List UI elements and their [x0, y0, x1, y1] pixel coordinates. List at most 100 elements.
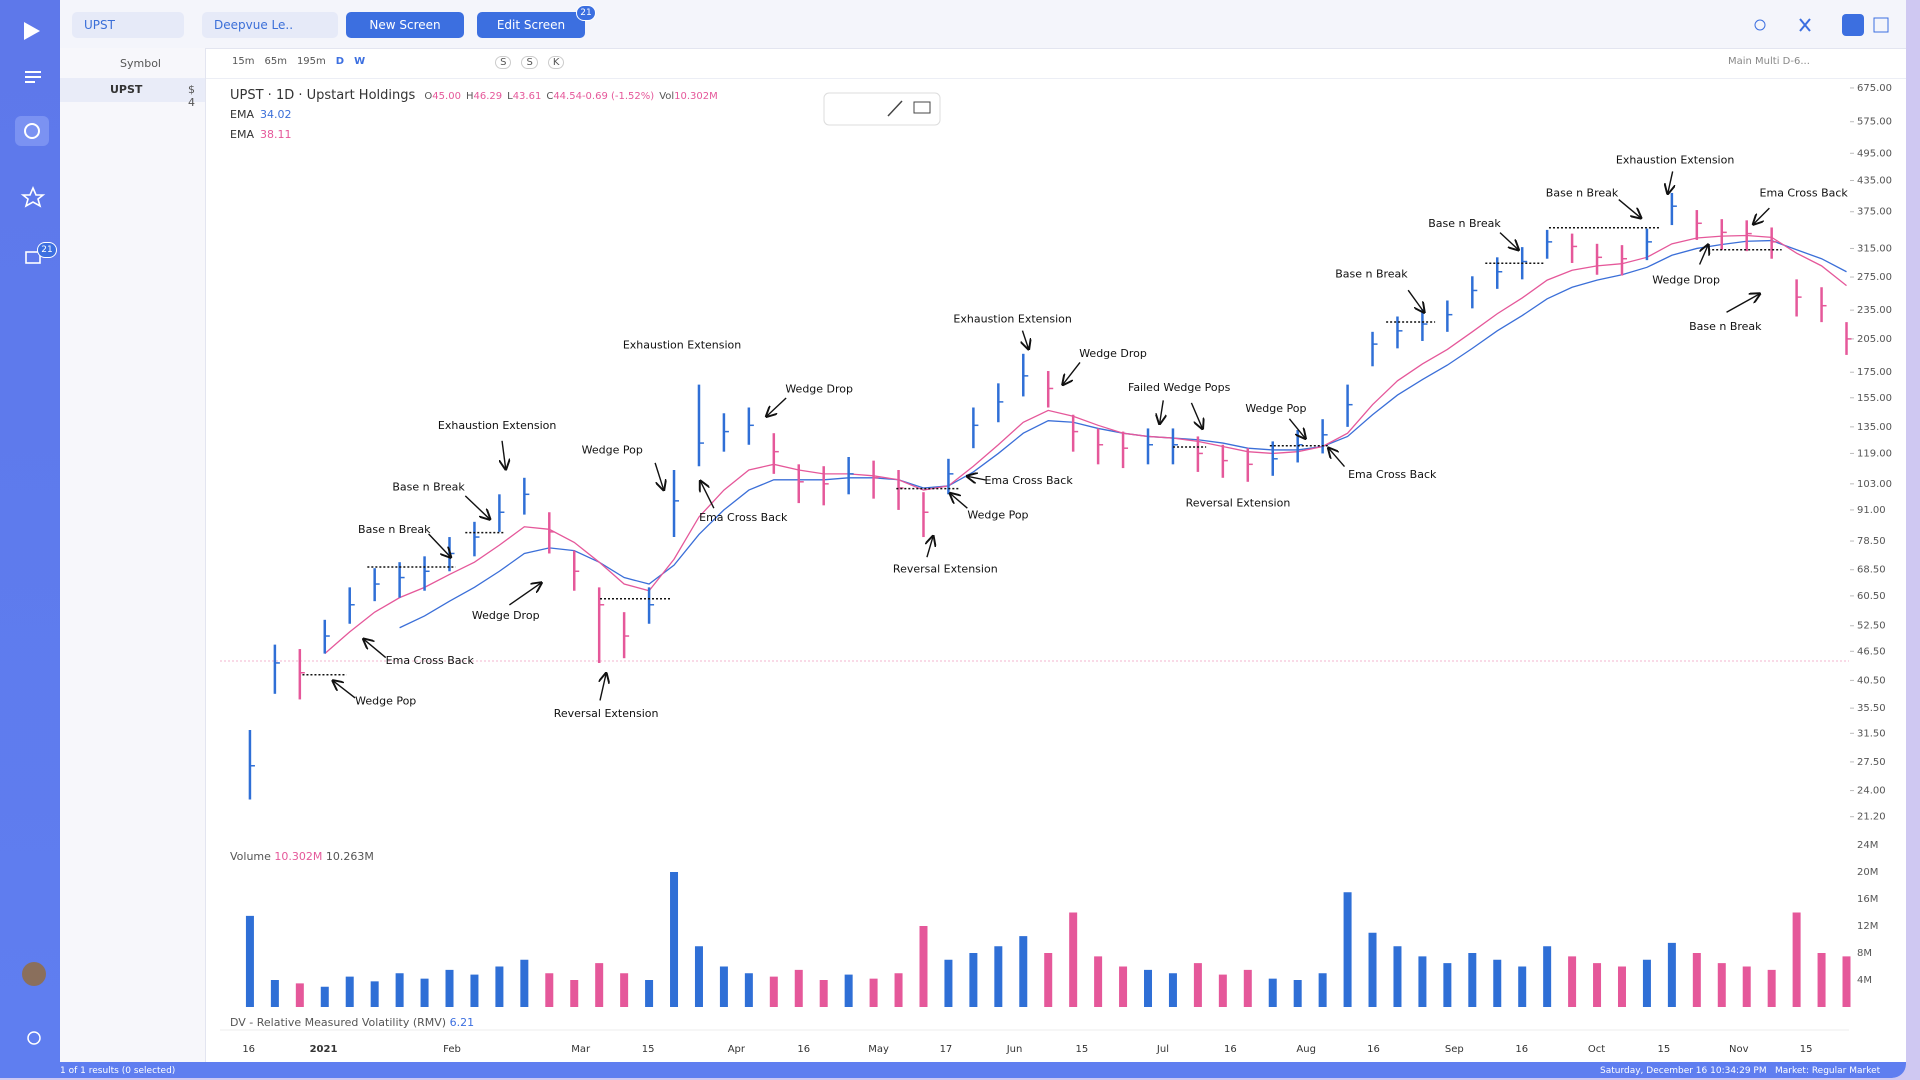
volume-bar: [1767, 969, 1776, 1007]
annotation: Failed Wedge Pops: [1128, 381, 1231, 394]
watchlist-row[interactable]: UPST $ 4: [60, 78, 205, 109]
active-nav[interactable]: [15, 116, 49, 146]
toolbar-row: 15m 65m 195m D W S S K: [232, 56, 565, 69]
y-tick-label: 135.00: [1857, 422, 1892, 433]
avatar[interactable]: [22, 962, 46, 986]
volume-bar: [744, 973, 753, 1007]
x-icon[interactable]: [1799, 18, 1811, 32]
x-tick-label: 16: [242, 1044, 255, 1055]
list-view[interactable]: [1842, 14, 1864, 36]
stat-name: Vol: [659, 91, 675, 102]
x-tick-label: Jul: [1156, 1044, 1169, 1055]
y-tick-label: 315.00: [1857, 243, 1892, 254]
new-screen-button[interactable]: New Screen: [346, 12, 464, 38]
watchlist-header[interactable]: Symbol: [120, 57, 161, 70]
annotation: Exhaustion Extension: [1616, 153, 1734, 166]
y-tick-label: 205.00: [1857, 334, 1892, 345]
edit-screen-button[interactable]: Edit Screen: [477, 12, 585, 38]
share-icon[interactable]: [1754, 19, 1766, 31]
annotation-arrow: [464, 495, 489, 519]
interval-button[interactable]: 195m: [296, 56, 326, 67]
x-tick-label: 15: [1076, 1044, 1089, 1055]
volume-legend: Volume 10.302M 10.263M: [230, 850, 374, 863]
annotation: Reversal Extension: [893, 562, 998, 575]
volume-bar: [819, 980, 828, 1007]
y-tick-label: 78.50: [1857, 536, 1886, 547]
annotation-arrow: [1190, 402, 1202, 429]
volume-bar: [1318, 973, 1327, 1007]
volume-bar: [694, 946, 703, 1007]
stat-name: H: [465, 91, 474, 102]
x-tick-label: 16: [1515, 1044, 1528, 1055]
y-tick-label: 119.00: [1857, 448, 1892, 459]
volume-bar: [1069, 912, 1078, 1007]
status-bar: 1 of 1 results (0 selected) Saturday, De…: [0, 1062, 1906, 1078]
y-tick-label: 60.50: [1857, 591, 1886, 602]
star-icon[interactable]: [20, 185, 46, 208]
volume-bar: [1443, 963, 1452, 1007]
y-tick-label: 24.00: [1857, 786, 1886, 797]
market-state: Market: Regular Market: [1775, 1066, 1881, 1076]
menu-icon[interactable]: [25, 71, 41, 83]
volume-bar: [1019, 936, 1028, 1007]
annotation-arrow: [600, 673, 606, 701]
study-chip[interactable]: S: [495, 56, 512, 69]
y-tick-label: 495.00: [1857, 148, 1892, 159]
y-tick-label: 27.50: [1857, 757, 1886, 768]
volume-bar: [1094, 956, 1103, 1007]
sidebar: 21: [0, 0, 60, 1078]
annotation: Reversal Extension: [1186, 496, 1291, 509]
interval-button[interactable]: 15m: [232, 56, 255, 67]
sidebar-icons: [15, 22, 49, 1045]
y-tick-label: 575.00: [1857, 117, 1892, 128]
volume-bar: [1268, 978, 1277, 1007]
top-bar: UPST Deepvue Le.. New Screen Edit Screen…: [60, 0, 1906, 49]
volume-bar: [944, 959, 953, 1007]
annotation: Ema Cross Back: [1760, 186, 1849, 199]
volume-bar: [1742, 966, 1751, 1007]
volume-bar: [245, 915, 254, 1007]
volume-bar: [620, 973, 629, 1007]
annotation-arrow: [1753, 207, 1770, 224]
volume-bar: [595, 963, 604, 1007]
symbol: UPST: [110, 83, 143, 96]
volume-bar: [495, 966, 504, 1007]
study-chip[interactable]: S: [521, 56, 538, 69]
ema-legend: EMA 34.02 EMA 38.11: [230, 108, 291, 148]
y-tick-label: 675.00: [1857, 83, 1892, 94]
datetime: Saturday, December 16 10:34:29 PM: [1600, 1066, 1767, 1076]
volume-tick-label: 4M: [1857, 975, 1872, 986]
ema-name: EMA: [230, 128, 254, 141]
tab[interactable]: UPST: [72, 12, 184, 38]
x-tick-label: 17: [940, 1044, 953, 1055]
volume-tick-label: 16M: [1857, 894, 1878, 905]
info-icon[interactable]: [27, 1031, 41, 1045]
logo[interactable]: [24, 22, 40, 40]
alerts-icon[interactable]: [25, 251, 41, 264]
interval-button[interactable]: D: [335, 56, 345, 67]
stat-value: -0.69 (-1.52%): [581, 91, 655, 102]
x-tick-label: 15: [642, 1044, 655, 1055]
annotation-arrow: [1698, 245, 1709, 265]
volume-bar: [869, 978, 878, 1007]
grid-view[interactable]: [1873, 17, 1889, 33]
annotation: Reversal Extension: [554, 707, 659, 720]
x-tick-label: Oct: [1588, 1044, 1605, 1055]
volume-bar: [1543, 946, 1552, 1007]
y-tick-label: 103.00: [1857, 479, 1892, 490]
interval-button[interactable]: 65m: [264, 56, 287, 67]
tab[interactable]: Deepvue Le..: [202, 12, 338, 38]
annotation: Exhaustion Extension: [438, 419, 556, 432]
volume-bar: [1418, 956, 1427, 1007]
volume-bar: [769, 976, 778, 1007]
interval-button[interactable]: W: [354, 56, 366, 67]
annotation: Ema Cross Back: [984, 474, 1073, 487]
y-tick-label: 31.50: [1857, 728, 1886, 739]
y-tick-label: 40.50: [1857, 675, 1886, 686]
layout-select[interactable]: Main Multi D-6...: [1728, 56, 1810, 67]
study-chip[interactable]: K: [547, 56, 565, 69]
annotation-arrow: [364, 639, 387, 659]
volume-bar: [1368, 932, 1377, 1007]
